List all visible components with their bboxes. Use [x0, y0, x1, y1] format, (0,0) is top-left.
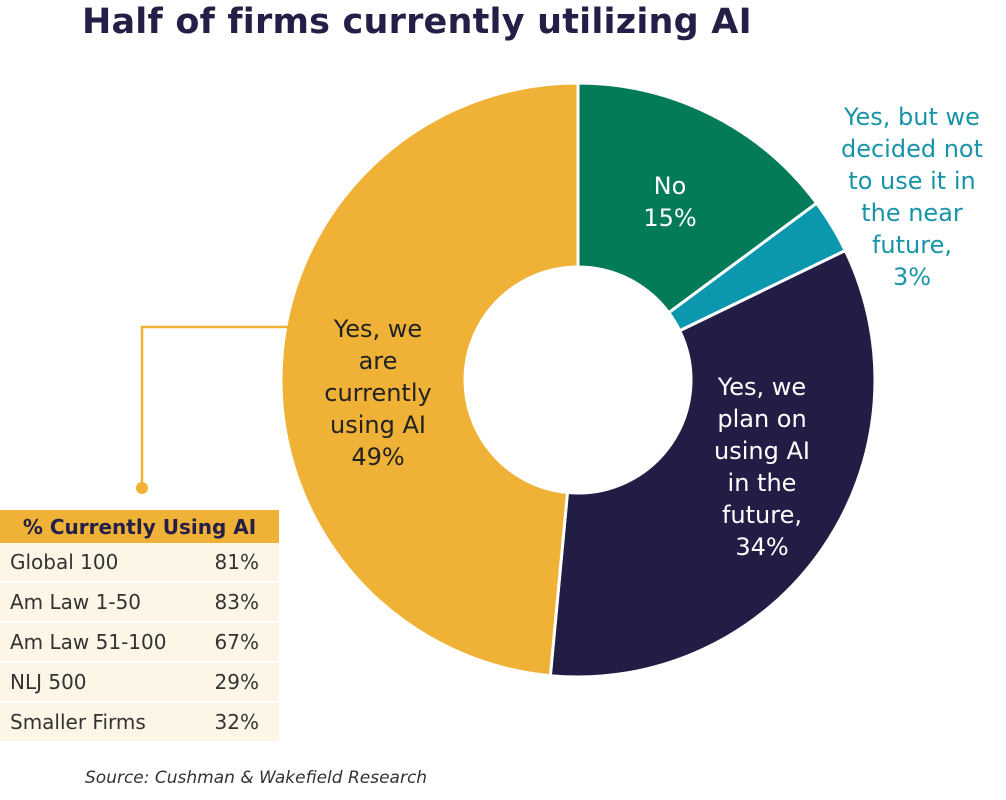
- table-row: NLJ 500 29%: [0, 662, 279, 703]
- slice-label-currently-using: Yes, we are currently using AI 49%: [288, 313, 468, 473]
- slice-label-value: 49%: [351, 443, 405, 471]
- row-value: 29%: [196, 662, 279, 703]
- slice-label-line: are: [358, 347, 398, 375]
- table-row: Am Law 51-100 67%: [0, 622, 279, 663]
- row-name: Am Law 51-100: [0, 622, 197, 663]
- slice-label-line: using AI: [714, 437, 810, 465]
- row-name: NLJ 500: [0, 662, 197, 703]
- chart-title: Half of firms currently utilizing AI: [82, 2, 752, 42]
- row-value: 32%: [196, 702, 279, 743]
- slice-label-no-value: 15%: [643, 204, 697, 232]
- donut-slice-2: [548, 248, 877, 679]
- table-row: Smaller Firms 32%: [0, 702, 279, 743]
- slice-label-line: using AI: [330, 411, 426, 439]
- slice-label-line: future,: [871, 231, 952, 259]
- slice-label-line: decided not: [840, 135, 984, 163]
- slice-label-line: Yes, we: [717, 373, 807, 401]
- row-name: Smaller Firms: [0, 702, 197, 743]
- table-row: Global 100 81%: [0, 543, 279, 583]
- slice-label-line: in the: [727, 469, 797, 497]
- slice-label-line: Yes, we: [333, 315, 423, 343]
- slice-label-not-near-future: Yes, but we decided not to use it in the…: [820, 101, 1004, 293]
- slice-label-no: No 15%: [600, 170, 740, 234]
- source-note: Source: Cushman & Wakefield Research: [85, 768, 428, 788]
- row-name: Am Law 1-50: [0, 582, 197, 623]
- row-name: Global 100: [0, 543, 197, 583]
- slice-label-line: the near: [861, 199, 963, 227]
- donut-slice-3: [279, 81, 580, 678]
- slice-label-line: plan on: [717, 405, 807, 433]
- slice-label-line: currently: [324, 379, 432, 407]
- slice-label-line: to use it in: [848, 167, 976, 195]
- table-row: Am Law 1-50 83%: [0, 582, 279, 623]
- table-header-row: % Currently Using AI: [0, 510, 279, 543]
- table-header: % Currently Using AI: [0, 510, 279, 543]
- slice-label-value: 34%: [735, 533, 789, 561]
- slice-label-value: 3%: [892, 263, 932, 291]
- slice-label-line: Yes, but we: [844, 103, 980, 131]
- row-value: 67%: [196, 622, 279, 663]
- breakdown-table: % Currently Using AI Global 100 81% Am L…: [0, 510, 279, 743]
- slice-label-plan-future: Yes, we plan on using AI in the future, …: [662, 371, 862, 563]
- slice-label-no-text: No: [653, 172, 687, 200]
- row-value: 83%: [196, 582, 279, 623]
- row-value: 81%: [196, 543, 279, 583]
- donut-slice-0: [576, 81, 819, 315]
- slice-label-line: future,: [721, 501, 802, 529]
